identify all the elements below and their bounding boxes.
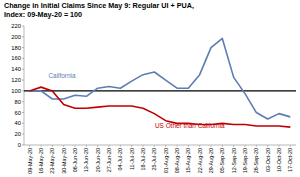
x-tick-label: 16-May-20 bbox=[38, 148, 44, 174]
x-tick-label: 20-Jun-20 bbox=[95, 148, 101, 172]
y-tick-label: 120 bbox=[11, 77, 21, 83]
x-tick-label: 27-Jun-20 bbox=[106, 148, 112, 172]
x-tick bbox=[222, 145, 223, 147]
x-tick-label: 03-Oct-20 bbox=[265, 148, 271, 172]
y-tick-label: 40 bbox=[15, 120, 21, 126]
x-tick bbox=[75, 145, 76, 147]
plot-area bbox=[30, 38, 291, 127]
x-tick-label: 22-Aug-20 bbox=[197, 148, 203, 173]
x-tick bbox=[41, 145, 42, 147]
x-tick bbox=[109, 145, 110, 147]
x-tick bbox=[154, 145, 155, 147]
series-label: US Other than California bbox=[155, 122, 225, 129]
x-tick bbox=[143, 145, 144, 147]
x-tick bbox=[256, 145, 257, 147]
x-tick bbox=[131, 145, 132, 147]
x-tick-label: 23-May-20 bbox=[49, 148, 55, 174]
x-tick-label: 29-Aug-20 bbox=[208, 148, 214, 173]
x-tick-label: 08-Aug-20 bbox=[174, 148, 180, 173]
y-tick-label: 100 bbox=[11, 88, 21, 94]
y-tick-label: 220 bbox=[11, 23, 21, 29]
x-tick-label: 04-Jul-20 bbox=[117, 148, 123, 170]
x-tick-label: 19-Sep-20 bbox=[242, 148, 248, 173]
y-tick-label: 80 bbox=[15, 99, 21, 105]
x-tick-label: 12-Sep-20 bbox=[231, 148, 237, 173]
x-tick bbox=[177, 145, 178, 147]
title: Change in Initial Claims Since May 9: Re… bbox=[4, 1, 194, 10]
x-tick bbox=[245, 145, 246, 147]
subtitle: Index: 09-May-20 = 100 bbox=[4, 10, 82, 19]
chart: Change in Initial Claims Since May 9: Re… bbox=[0, 0, 300, 177]
x-tick bbox=[86, 145, 87, 147]
x-tick-label: 11-Jul-20 bbox=[129, 148, 135, 170]
reference-line bbox=[24, 90, 296, 91]
x-tick-label: 05-Sep-20 bbox=[219, 148, 225, 173]
y-axis bbox=[24, 26, 25, 145]
x-tick-label: 01-Aug-20 bbox=[163, 148, 169, 173]
x-axis bbox=[24, 145, 296, 146]
x-tick bbox=[233, 145, 234, 147]
x-tick bbox=[279, 145, 280, 147]
x-tick-label: 15-Aug-20 bbox=[185, 148, 191, 173]
x-tick bbox=[165, 145, 166, 147]
x-tick-label: 26-Sep-20 bbox=[253, 148, 259, 173]
x-tick bbox=[63, 145, 64, 147]
x-tick bbox=[97, 145, 98, 147]
y-tick-label: 60 bbox=[15, 110, 21, 116]
x-tick-label: 10-Oct-20 bbox=[276, 148, 282, 172]
x-tick bbox=[52, 145, 53, 147]
x-tick bbox=[290, 145, 291, 147]
x-tick-label: 06-Jun-20 bbox=[72, 148, 78, 172]
y-tick-label: 140 bbox=[11, 66, 21, 72]
x-tick-label: 17-Oct-20 bbox=[287, 148, 293, 172]
y-tick-label: 200 bbox=[11, 34, 21, 40]
y-tick-label: 160 bbox=[11, 55, 21, 61]
x-tick bbox=[29, 145, 30, 147]
x-tick-label: 25-Jul-20 bbox=[151, 148, 157, 170]
x-tick bbox=[120, 145, 121, 147]
x-tick bbox=[199, 145, 200, 147]
x-tick-label: 09-May-20 bbox=[27, 148, 33, 174]
x-tick-label: 30-May-20 bbox=[61, 148, 67, 174]
y-tick-label: 0 bbox=[18, 142, 21, 148]
series-label: California bbox=[49, 72, 76, 79]
x-tick bbox=[188, 145, 189, 147]
x-tick bbox=[211, 145, 212, 147]
x-tick bbox=[267, 145, 268, 147]
y-tick-label: 180 bbox=[11, 45, 21, 51]
x-tick-label: 18-Jul-20 bbox=[140, 148, 146, 170]
y-tick-label: 20 bbox=[15, 131, 21, 137]
x-tick-label: 13-Jun-20 bbox=[83, 148, 89, 172]
